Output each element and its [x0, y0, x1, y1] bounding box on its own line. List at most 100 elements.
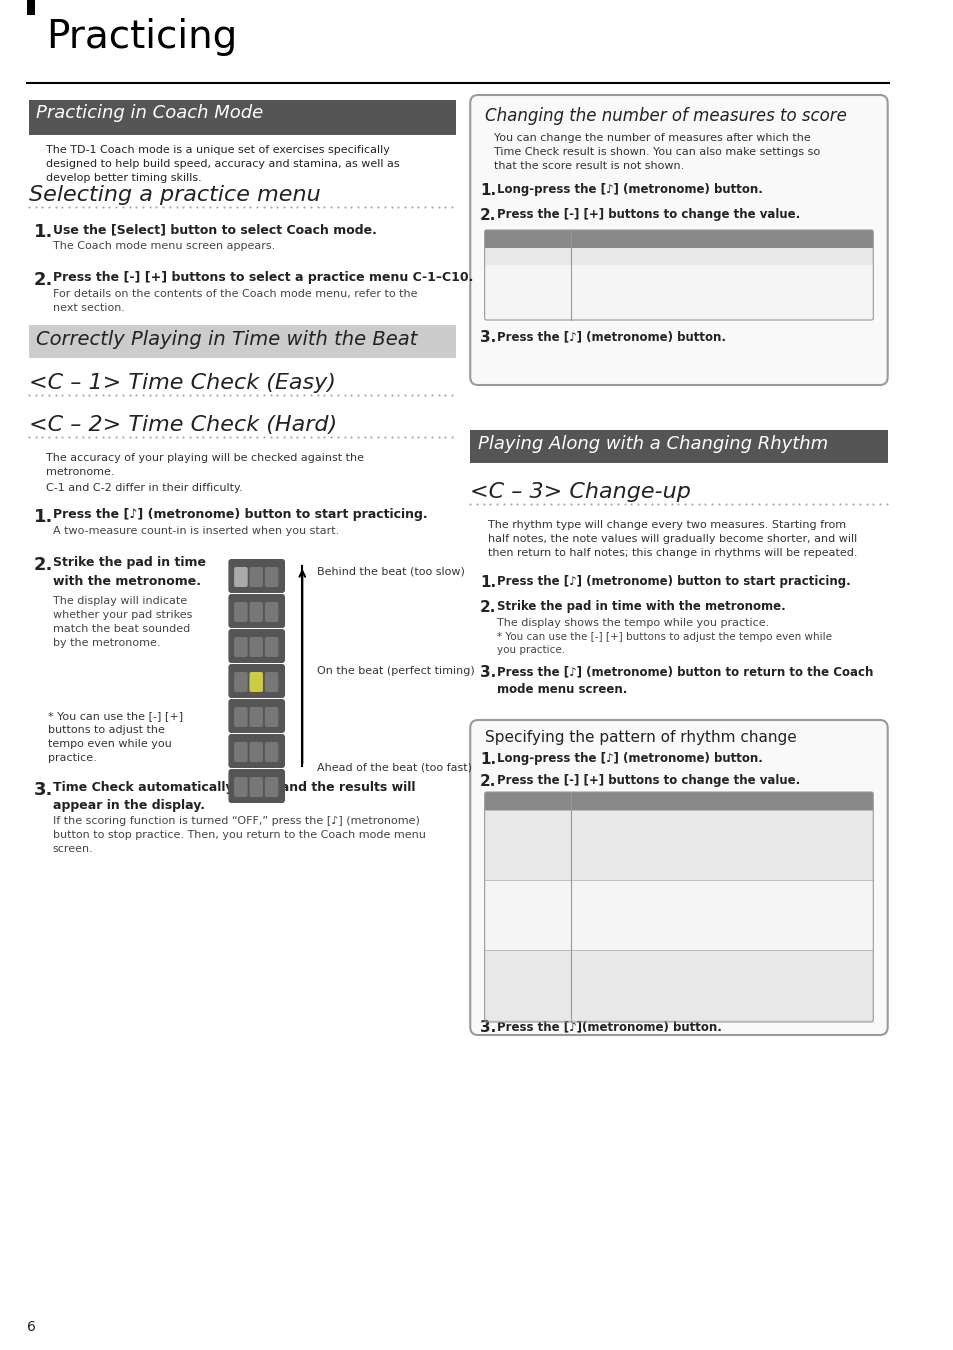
- Point: [376, 385, 392, 406]
- Point: [417, 427, 433, 448]
- Point: [437, 427, 453, 448]
- Text: 6: 6: [27, 1320, 35, 1334]
- Text: Display: Display: [494, 795, 539, 805]
- Point: [316, 196, 332, 217]
- Point: [169, 196, 184, 217]
- Point: [577, 493, 592, 514]
- Text: Practicing in Coach Mode: Practicing in Coach Mode: [36, 104, 263, 122]
- Point: [650, 493, 665, 514]
- Point: [404, 385, 419, 406]
- Point: [330, 385, 345, 406]
- Point: [28, 196, 43, 217]
- Point: [397, 196, 413, 217]
- Point: [48, 196, 63, 217]
- Point: [542, 493, 558, 514]
- Point: [61, 427, 76, 448]
- Point: [356, 427, 372, 448]
- Text: The rhythm type will change every two measures. Starting from
half notes, the no: The rhythm type will change every two me…: [487, 520, 856, 558]
- Text: Strike the pad in time with the metronome.: Strike the pad in time with the metronom…: [497, 599, 785, 613]
- FancyBboxPatch shape: [233, 743, 248, 761]
- Point: [162, 385, 177, 406]
- Point: [303, 196, 318, 217]
- Point: [431, 427, 446, 448]
- Point: [583, 493, 598, 514]
- Point: [283, 427, 298, 448]
- Text: * A two-measure count-in is inserted when
  you start.: * A two-measure count-in is inserted whe…: [580, 297, 802, 320]
- Point: [182, 196, 197, 217]
- Point: [68, 427, 83, 448]
- Point: [804, 493, 820, 514]
- Point: [610, 493, 625, 514]
- Point: [75, 427, 91, 448]
- Point: [209, 196, 224, 217]
- Point: [109, 385, 124, 406]
- Point: [283, 196, 298, 217]
- Text: The accuracy of your playing will be checked against the
metronome.: The accuracy of your playing will be che…: [46, 454, 364, 477]
- Text: 3.: 3.: [479, 329, 496, 346]
- Text: The display shows the tempo while you practice.: The display shows the tempo while you pr…: [497, 618, 768, 628]
- Text: 2.: 2.: [479, 208, 496, 223]
- Point: [411, 427, 426, 448]
- Point: [878, 493, 893, 514]
- Point: [350, 385, 365, 406]
- FancyBboxPatch shape: [228, 734, 285, 768]
- Point: [21, 385, 36, 406]
- Point: [41, 385, 56, 406]
- Point: [343, 196, 358, 217]
- Point: [417, 385, 433, 406]
- FancyBboxPatch shape: [233, 567, 248, 587]
- Point: [323, 196, 338, 217]
- Point: [142, 196, 157, 217]
- Point: [851, 493, 866, 514]
- Point: [209, 427, 224, 448]
- Point: [751, 493, 766, 514]
- Text: Strike the pad in time
with the metronome.: Strike the pad in time with the metronom…: [52, 556, 206, 589]
- Text: Selecting a practice menu: Selecting a practice menu: [29, 185, 320, 205]
- Text: ♪♩♪♫♩: ♪♩♪♫♩: [580, 998, 618, 1011]
- Point: [34, 385, 50, 406]
- Point: [316, 427, 332, 448]
- Point: [356, 385, 372, 406]
- Bar: [484, 248, 872, 265]
- Point: [263, 385, 278, 406]
- Text: Behind the beat (too slow): Behind the beat (too slow): [316, 566, 464, 576]
- FancyBboxPatch shape: [470, 95, 886, 385]
- Point: [270, 427, 285, 448]
- Point: [290, 196, 305, 217]
- Point: [256, 385, 272, 406]
- Point: [858, 493, 873, 514]
- Point: [54, 196, 70, 217]
- Point: [350, 427, 365, 448]
- Text: Explanation: Explanation: [580, 234, 654, 243]
- FancyBboxPatch shape: [250, 602, 263, 622]
- FancyBboxPatch shape: [470, 720, 886, 1035]
- Point: [778, 493, 793, 514]
- Point: [549, 493, 564, 514]
- Point: [444, 385, 459, 406]
- Point: [424, 427, 439, 448]
- Text: 1.: 1.: [479, 752, 496, 767]
- Point: [784, 493, 800, 514]
- Point: [657, 493, 672, 514]
- Point: [444, 196, 459, 217]
- FancyBboxPatch shape: [228, 629, 285, 663]
- Point: [122, 196, 137, 217]
- Point: [276, 427, 292, 448]
- Point: [195, 427, 211, 448]
- Point: [670, 493, 685, 514]
- Text: <C – 1> Time Check (Easy): <C – 1> Time Check (Easy): [29, 373, 335, 393]
- Point: [283, 385, 298, 406]
- Point: [383, 385, 398, 406]
- Point: [149, 196, 164, 217]
- Text: 1.: 1.: [33, 223, 53, 242]
- FancyBboxPatch shape: [250, 567, 263, 587]
- Point: [424, 196, 439, 217]
- Point: [522, 493, 537, 514]
- Point: [75, 385, 91, 406]
- Point: [336, 385, 352, 406]
- FancyBboxPatch shape: [265, 778, 278, 796]
- Point: [68, 385, 83, 406]
- Text: 2.: 2.: [479, 599, 496, 616]
- Point: [175, 427, 191, 448]
- Point: [818, 493, 833, 514]
